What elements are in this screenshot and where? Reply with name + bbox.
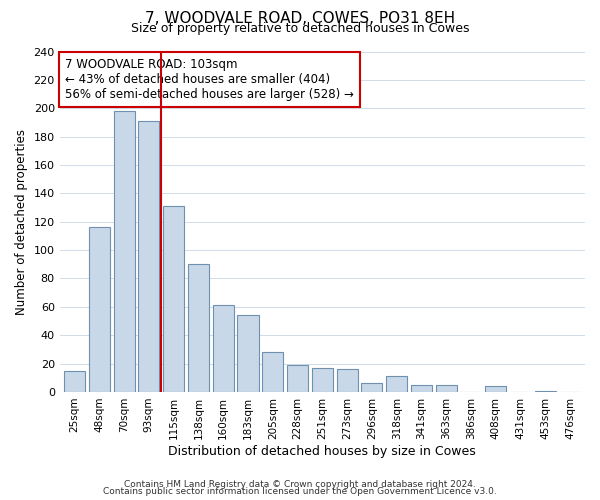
Bar [411,385,432,392]
Bar [188,264,209,392]
Bar [337,370,358,392]
Text: Size of property relative to detached houses in Cowes: Size of property relative to detached ho… [131,22,469,35]
Bar [113,111,134,392]
Text: Contains public sector information licensed under the Open Government Licence v3: Contains public sector information licen… [103,488,497,496]
X-axis label: Distribution of detached houses by size in Cowes: Distribution of detached houses by size … [169,444,476,458]
Bar [163,206,184,392]
Text: 7, WOODVALE ROAD, COWES, PO31 8EH: 7, WOODVALE ROAD, COWES, PO31 8EH [145,11,455,26]
Text: Contains HM Land Registry data © Crown copyright and database right 2024.: Contains HM Land Registry data © Crown c… [124,480,476,489]
Bar [485,386,506,392]
Bar [64,370,85,392]
Bar [89,228,110,392]
Bar [262,352,283,392]
Bar [535,390,556,392]
Bar [287,365,308,392]
Bar [212,306,234,392]
Bar [361,384,382,392]
Bar [312,368,333,392]
Text: 7 WOODVALE ROAD: 103sqm
← 43% of detached houses are smaller (404)
56% of semi-d: 7 WOODVALE ROAD: 103sqm ← 43% of detache… [65,58,354,102]
Y-axis label: Number of detached properties: Number of detached properties [15,128,28,314]
Bar [436,385,457,392]
Bar [238,316,259,392]
Bar [139,121,160,392]
Bar [386,376,407,392]
